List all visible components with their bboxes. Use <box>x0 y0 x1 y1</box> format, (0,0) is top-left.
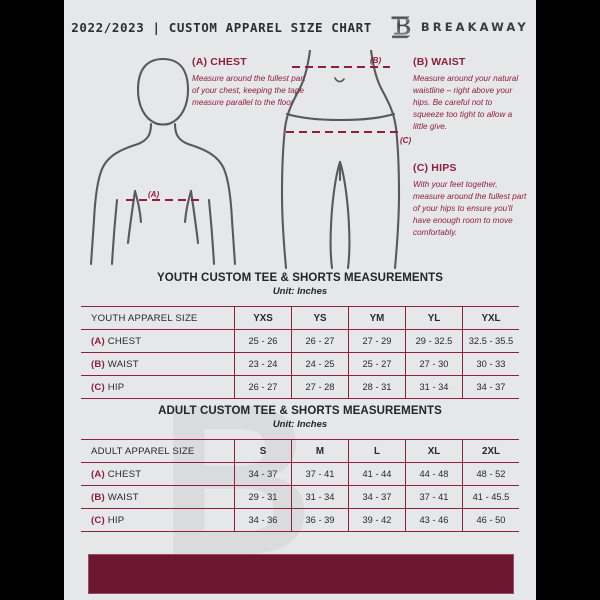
hips-body: With your feet together, measure around … <box>413 180 527 237</box>
youth-size-table: YOUTH APPAREL SIZE YXS YS YM YL YXL (A) … <box>81 306 519 399</box>
waist-heading: (B) WAIST <box>413 56 466 68</box>
adult-col-4: 2XL <box>462 439 519 463</box>
youth-cell-2-1: 27 - 28 <box>291 375 349 399</box>
hips-heading: (C) HIPS <box>413 162 457 174</box>
table-row: (B) WAIST 29 - 31 31 - 34 34 - 37 37 - 4… <box>81 485 519 509</box>
youth-row-1-label: (B) WAIST <box>81 352 235 376</box>
row-tag: (B) <box>91 358 105 370</box>
table-row: (C) HIP 34 - 36 36 - 39 39 - 42 43 - 46 … <box>81 508 519 532</box>
waist-instructions: (B) WAIST Measure around your natural wa… <box>413 56 525 132</box>
youth-cell-0-2: 27 - 29 <box>348 329 406 353</box>
page-header: 2022/2023 | CUSTOM APPAREL SIZE CHART BR… <box>64 0 536 54</box>
waist-line-label: (B) <box>370 56 382 65</box>
adult-row-1-label: (B) WAIST <box>81 485 235 509</box>
adult-cell-0-3: 44 - 48 <box>405 462 463 486</box>
youth-cell-1-4: 30 - 33 <box>462 352 519 376</box>
youth-cell-2-4: 34 - 37 <box>462 375 519 399</box>
youth-cell-0-0: 25 - 26 <box>234 329 292 353</box>
brand-name: BREAKAWAY <box>420 20 529 34</box>
upper-body-figure <box>89 57 237 266</box>
row-label: HIP <box>107 514 125 526</box>
row-tag: (C) <box>91 514 105 526</box>
adult-cell-2-1: 36 - 39 <box>291 508 349 532</box>
row-tag: (A) <box>91 468 105 480</box>
youth-row-header-label: YOUTH APPAREL SIZE <box>81 306 235 330</box>
adult-section-unit: Unit: Inches <box>272 419 328 430</box>
table-row: (A) CHEST 34 - 37 37 - 41 41 - 44 44 - 4… <box>81 462 519 486</box>
row-label: WAIST <box>107 358 139 370</box>
adult-cell-0-4: 48 - 52 <box>462 462 519 486</box>
youth-row-2-label: (C) HIP <box>81 375 235 399</box>
adult-row-2-label: (C) HIP <box>81 508 235 532</box>
adult-cell-2-4: 46 - 50 <box>462 508 519 532</box>
adult-size-table: ADULT APPAREL SIZE S M L XL 2XL (A) CHES… <box>81 439 519 532</box>
youth-cell-0-3: 29 - 32.5 <box>405 329 463 353</box>
table-header-row: ADULT APPAREL SIZE S M L XL 2XL <box>81 439 519 463</box>
adult-row-0-label: (A) CHEST <box>81 462 235 486</box>
youth-col-0: YXS <box>234 306 292 330</box>
youth-cell-1-2: 25 - 27 <box>348 352 406 376</box>
youth-cell-0-1: 26 - 27 <box>291 329 349 353</box>
row-label: CHEST <box>107 468 142 480</box>
youth-measurements-section: YOUTH CUSTOM TEE & SHORTS MEASUREMENTS U… <box>64 272 536 399</box>
youth-col-4: YXL <box>462 306 519 330</box>
adult-cell-0-2: 41 - 44 <box>348 462 406 486</box>
youth-row-0-label: (A) CHEST <box>81 329 235 353</box>
chest-heading: (A) CHEST <box>192 56 247 68</box>
adult-cell-0-1: 37 - 41 <box>291 462 349 486</box>
youth-cell-2-0: 26 - 27 <box>234 375 292 399</box>
footer-banner <box>88 554 514 594</box>
youth-section-unit: Unit: Inches <box>272 286 328 297</box>
adult-cell-0-0: 34 - 37 <box>234 462 292 486</box>
youth-cell-2-3: 31 - 34 <box>405 375 463 399</box>
row-label: HIP <box>107 381 125 393</box>
adult-cell-1-0: 29 - 31 <box>234 485 292 509</box>
hips-line-label: (C) <box>400 136 412 145</box>
chest-body: Measure around the fullest part of your … <box>192 74 306 107</box>
row-tag: (B) <box>91 491 105 503</box>
hips-instructions: (C) HIPS With your feet together, measur… <box>413 162 528 238</box>
adult-row-header-label: ADULT APPAREL SIZE <box>81 439 235 463</box>
chest-instructions: (A) CHEST Measure around the fullest par… <box>192 56 310 109</box>
adult-cell-2-0: 34 - 36 <box>234 508 292 532</box>
adult-cell-2-3: 43 - 46 <box>405 508 463 532</box>
table-row: (C) HIP 26 - 27 27 - 28 28 - 31 31 - 34 … <box>81 375 519 399</box>
breakaway-b-monogram-icon <box>391 16 411 39</box>
size-chart-page: B 2022/2023 | CUSTOM APPAREL SIZE CHART … <box>64 0 536 600</box>
adult-cell-1-2: 34 - 37 <box>348 485 406 509</box>
table-row: (A) CHEST 25 - 26 26 - 27 27 - 29 29 - 3… <box>81 329 519 353</box>
youth-cell-0-4: 32.5 - 35.5 <box>462 329 519 353</box>
table-header-row: YOUTH APPAREL SIZE YXS YS YM YL YXL <box>81 306 519 330</box>
adult-measurements-section: ADULT CUSTOM TEE & SHORTS MEASUREMENTS U… <box>64 405 536 532</box>
youth-col-2: YM <box>348 306 406 330</box>
row-tag: (C) <box>91 381 105 393</box>
youth-cell-1-0: 23 - 24 <box>234 352 292 376</box>
youth-col-3: YL <box>405 306 463 330</box>
adult-col-0: S <box>234 439 292 463</box>
youth-cell-2-2: 28 - 31 <box>348 375 406 399</box>
measurement-diagram: (A) (B) (C) <box>64 50 536 272</box>
adult-section-title: ADULT CUSTOM TEE & SHORTS MEASUREMENTS <box>158 405 442 417</box>
brand-lockup: BREAKAWAY <box>390 14 529 40</box>
adult-cell-1-4: 41 - 45.5 <box>462 485 519 509</box>
table-row: (B) WAIST 23 - 24 24 - 25 25 - 27 27 - 3… <box>81 352 519 376</box>
waist-body: Measure around your natural waistline – … <box>413 74 519 131</box>
youth-cell-1-1: 24 - 25 <box>291 352 349 376</box>
page-title: 2022/2023 | CUSTOM APPAREL SIZE CHART <box>71 19 372 35</box>
adult-cell-1-1: 31 - 34 <box>291 485 349 509</box>
adult-cell-2-2: 39 - 42 <box>348 508 406 532</box>
youth-col-1: YS <box>291 306 349 330</box>
adult-col-1: M <box>291 439 349 463</box>
row-tag: (A) <box>91 335 105 347</box>
lower-body-figure <box>280 50 401 270</box>
row-label: WAIST <box>107 491 139 503</box>
adult-cell-1-3: 37 - 41 <box>405 485 463 509</box>
row-label: CHEST <box>107 335 142 347</box>
chest-line-label: (A) <box>148 190 160 199</box>
youth-section-title: YOUTH CUSTOM TEE & SHORTS MEASUREMENTS <box>157 272 443 284</box>
adult-col-2: L <box>348 439 406 463</box>
adult-col-3: XL <box>405 439 463 463</box>
youth-cell-1-3: 27 - 30 <box>405 352 463 376</box>
